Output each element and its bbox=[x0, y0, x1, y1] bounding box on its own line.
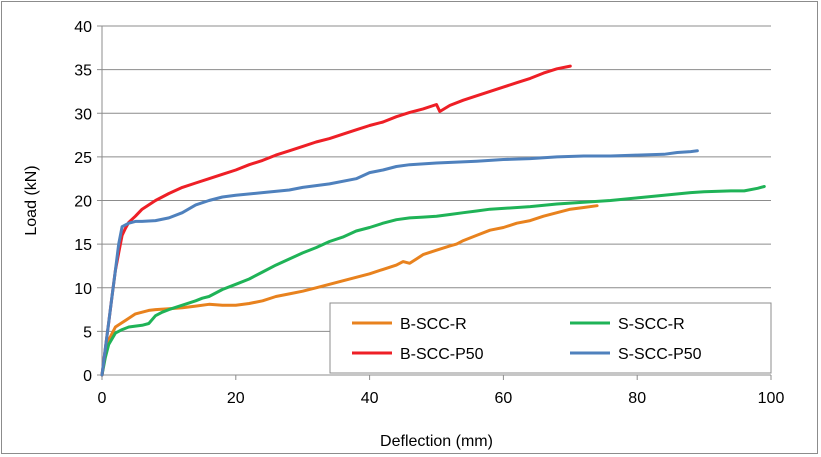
y-axis-title: Load (kN) bbox=[23, 165, 40, 235]
legend: B-SCC-R S-SCC-R B-SCC-P50 S-SCC-P50 bbox=[329, 302, 772, 374]
y-tick-label: 40 bbox=[74, 19, 92, 36]
y-tick-label: 35 bbox=[74, 63, 92, 80]
x-tick-label: 60 bbox=[495, 390, 513, 407]
y-tick-label: 20 bbox=[74, 194, 92, 211]
y-tick-label: 15 bbox=[74, 237, 92, 254]
x-tick-label: 40 bbox=[361, 390, 379, 407]
y-tick-label: 5 bbox=[83, 324, 92, 341]
x-tick-label: 0 bbox=[98, 390, 107, 407]
legend-label: B-SCC-R bbox=[400, 316, 467, 333]
y-tick-labels: 0 5 10 15 20 25 30 35 40 bbox=[74, 19, 92, 385]
gridlines bbox=[102, 25, 771, 332]
series-lines bbox=[100, 64, 766, 377]
legend-label: B-SCC-P50 bbox=[400, 346, 484, 363]
x-tick-labels: 0 20 40 60 80 100 bbox=[98, 390, 785, 407]
x-tick-label: 80 bbox=[628, 390, 646, 407]
legend-box bbox=[329, 302, 772, 374]
series-line-b-scc-p50 bbox=[100, 64, 572, 377]
series-line-s-scc-p50 bbox=[100, 149, 699, 377]
axes bbox=[97, 25, 772, 380]
y-tick-label: 10 bbox=[74, 281, 92, 298]
y-tick-label: 25 bbox=[74, 150, 92, 167]
y-tick-label: 30 bbox=[74, 106, 92, 123]
series-line-b-scc-r bbox=[100, 204, 599, 377]
x-axis-title: Deflection (mm) bbox=[380, 433, 493, 450]
series-line-s-scc-r bbox=[100, 185, 766, 377]
y-tick-label: 0 bbox=[83, 368, 92, 385]
legend-label: S-SCC-P50 bbox=[618, 346, 702, 363]
legend-label: S-SCC-R bbox=[618, 316, 685, 333]
x-tick-label: 100 bbox=[758, 390, 785, 407]
x-tick-label: 20 bbox=[227, 390, 245, 407]
